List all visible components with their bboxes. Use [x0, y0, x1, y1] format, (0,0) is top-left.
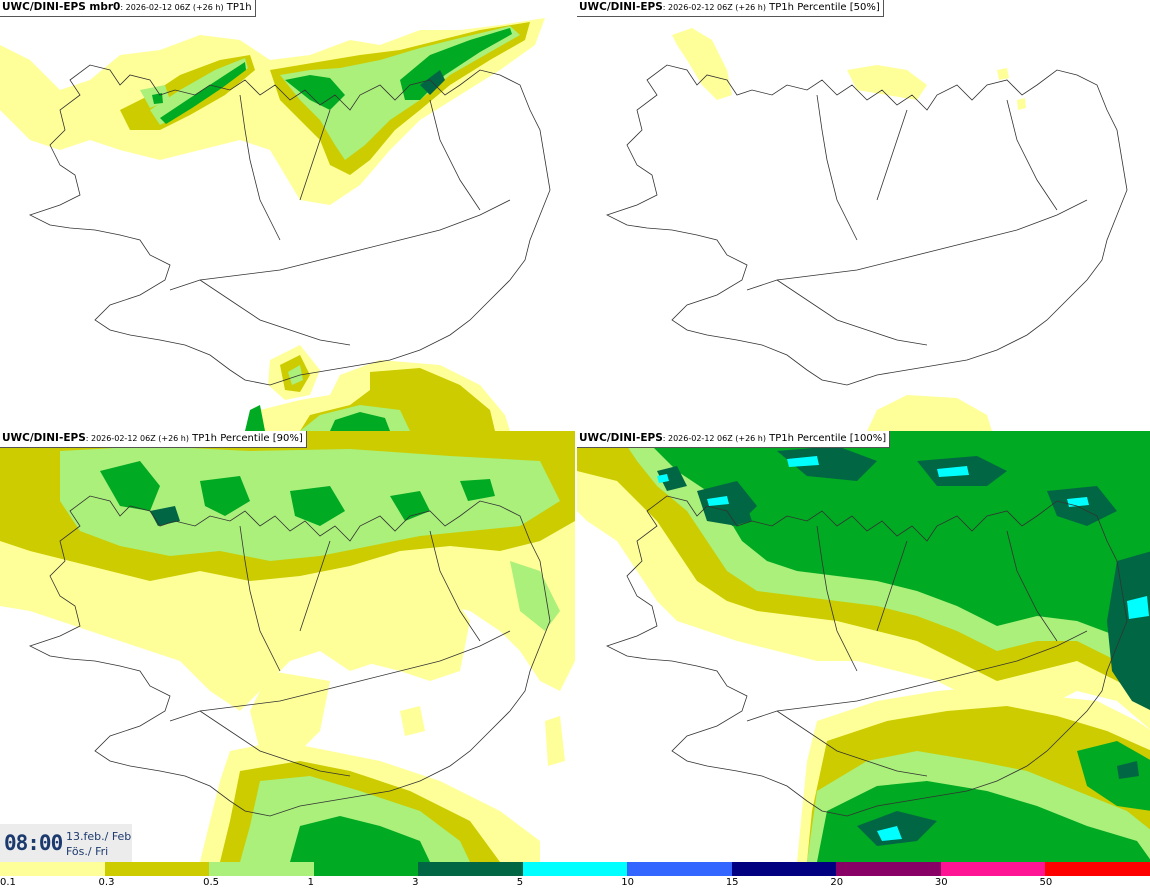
precip-map-p90 — [0, 431, 575, 862]
legend-label: 0.3 — [98, 877, 115, 888]
legend-swatch — [836, 862, 941, 876]
map-panel-p90: UWC/DINI-EPS: 2026-02-12 06Z (+26 h) TP1… — [0, 431, 575, 862]
legend-swatch — [627, 862, 732, 876]
iceland-coastline — [28, 64, 551, 386]
legend-swatch — [522, 862, 628, 876]
map-panel-p50: UWC/DINI-EPS: 2026-02-12 06Z (+26 h) TP1… — [577, 0, 1150, 431]
legend-swatch — [313, 862, 419, 876]
precip-field — [672, 28, 1026, 431]
legend-label: 0.1 — [0, 877, 16, 888]
legend-swatch — [418, 862, 523, 876]
map-panel-p100: UWC/DINI-EPS: 2026-02-12 06Z (+26 h) TP1… — [577, 431, 1150, 862]
legend-label: 3 — [412, 877, 419, 888]
iceland-coastline — [605, 64, 1128, 386]
panel-title-p100: UWC/DINI-EPS: 2026-02-12 06Z (+26 h) TP1… — [577, 431, 891, 448]
map-panel-mbr0: UWC/DINI-EPS mbr0: 2026-02-12 06Z (+26 h… — [0, 0, 575, 431]
legend-swatch — [940, 862, 1046, 876]
legend-label: 50 — [1039, 877, 1053, 888]
legend-swatch — [104, 862, 210, 876]
color-legend: 0.1 0.3 0.5 1 3 5 10 15 20 30 50 — [0, 862, 1150, 891]
legend-swatch — [0, 862, 105, 876]
legend-label: 30 — [934, 877, 948, 888]
legend-swatch — [1045, 862, 1150, 876]
panel-title-mbr0: UWC/DINI-EPS mbr0: 2026-02-12 06Z (+26 h… — [0, 0, 256, 17]
panel-title-p50: UWC/DINI-EPS: 2026-02-12 06Z (+26 h) TP1… — [577, 0, 884, 17]
legend-label: 20 — [830, 877, 844, 888]
legend-swatch — [731, 862, 837, 876]
precip-field — [0, 431, 575, 862]
legend-label: 0.5 — [203, 877, 219, 888]
legend-label: 5 — [516, 877, 524, 888]
legend-label: 15 — [725, 877, 739, 888]
panel-divider — [575, 0, 577, 862]
legend-label: 10 — [621, 877, 634, 888]
precip-map-mbr0 — [0, 18, 551, 431]
legend-label: 1 — [307, 877, 314, 888]
precip-map-p50 — [605, 28, 1128, 431]
precip-field — [0, 18, 545, 431]
legend-swatch — [209, 862, 314, 876]
iceland-coastline — [28, 495, 551, 817]
valid-day: Fös./ Fri — [66, 845, 109, 858]
panel-title-p90: UWC/DINI-EPS: 2026-02-12 06Z (+26 h) TP1… — [0, 431, 307, 448]
precip-map-p100 — [577, 431, 1150, 862]
valid-time-box: 08:00 13.feb./ Feb Fös./ Fri — [0, 824, 132, 862]
legend-color-bar — [0, 862, 1150, 876]
precip-field — [577, 431, 1150, 862]
valid-time: 08:00 — [4, 831, 63, 855]
valid-date: 13.feb./ Feb — [66, 830, 132, 843]
iceland-coastline — [605, 495, 1128, 817]
